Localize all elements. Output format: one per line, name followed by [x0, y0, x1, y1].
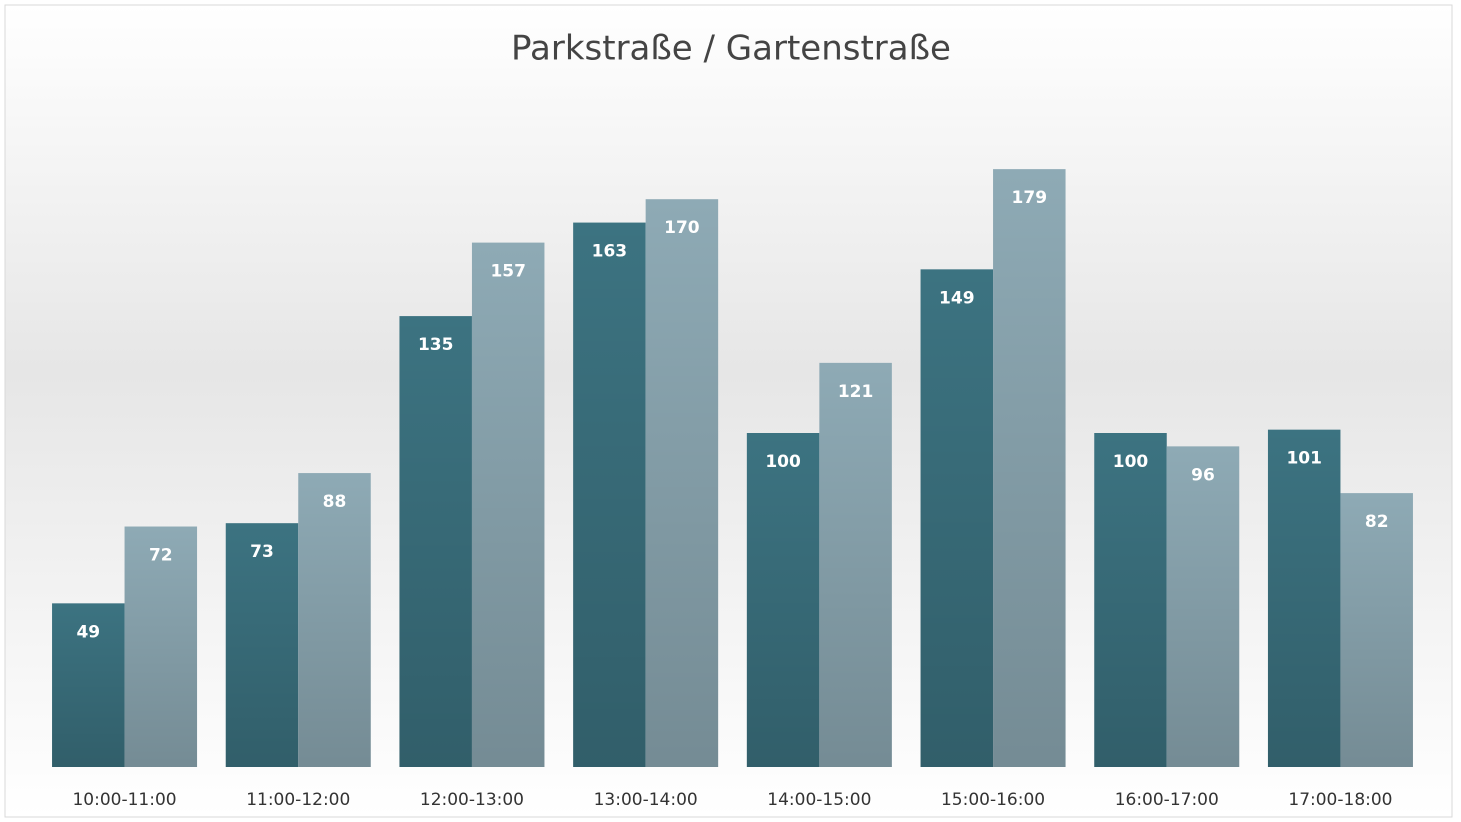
data-label: 121: [838, 382, 874, 402]
bar-shade: [573, 222, 646, 767]
data-label: 88: [323, 492, 347, 512]
x-tick-label: 12:00-13:00: [420, 790, 524, 810]
data-label: 135: [418, 335, 454, 355]
bar-shade: [645, 199, 719, 767]
data-label: 100: [1113, 452, 1149, 472]
bar-shade: [1267, 429, 1341, 767]
bar-shade: [471, 242, 545, 767]
bar-shade: [298, 473, 371, 767]
bar-shade: [1094, 433, 1167, 767]
data-label: 73: [250, 542, 274, 562]
data-label: 163: [592, 242, 628, 262]
data-label: 72: [149, 546, 173, 566]
x-tick-label: 15:00-16:00: [941, 790, 1045, 810]
x-tick-label: 10:00-11:00: [72, 790, 176, 810]
bar-shade: [124, 526, 198, 767]
bar-shade: [225, 523, 299, 767]
data-label: 101: [1286, 449, 1322, 469]
data-label: 49: [76, 622, 100, 642]
data-label: 96: [1191, 465, 1215, 485]
data-label: 179: [1012, 188, 1048, 208]
bar-shade: [819, 362, 892, 767]
x-tick-label: 14:00-15:00: [767, 790, 871, 810]
data-label: 170: [664, 218, 700, 238]
bar-shade: [1340, 493, 1413, 767]
data-label: 157: [490, 262, 526, 282]
x-tick-label: 11:00-12:00: [246, 790, 350, 810]
data-label: 100: [765, 452, 801, 472]
bar-shade: [920, 269, 994, 767]
bar-shade: [993, 169, 1066, 767]
x-tick-label: 16:00-17:00: [1115, 790, 1219, 810]
bar-shade: [52, 603, 125, 767]
bar-shade: [746, 433, 820, 767]
bar-shade: [399, 316, 472, 767]
data-label: 82: [1365, 512, 1389, 532]
x-tick-label: 13:00-14:00: [594, 790, 698, 810]
chart-title: Parkstraße / Gartenstraße: [511, 29, 951, 69]
x-tick-label: 17:00-18:00: [1288, 790, 1392, 810]
data-label: 149: [939, 288, 975, 308]
bar-shade: [1166, 446, 1240, 767]
